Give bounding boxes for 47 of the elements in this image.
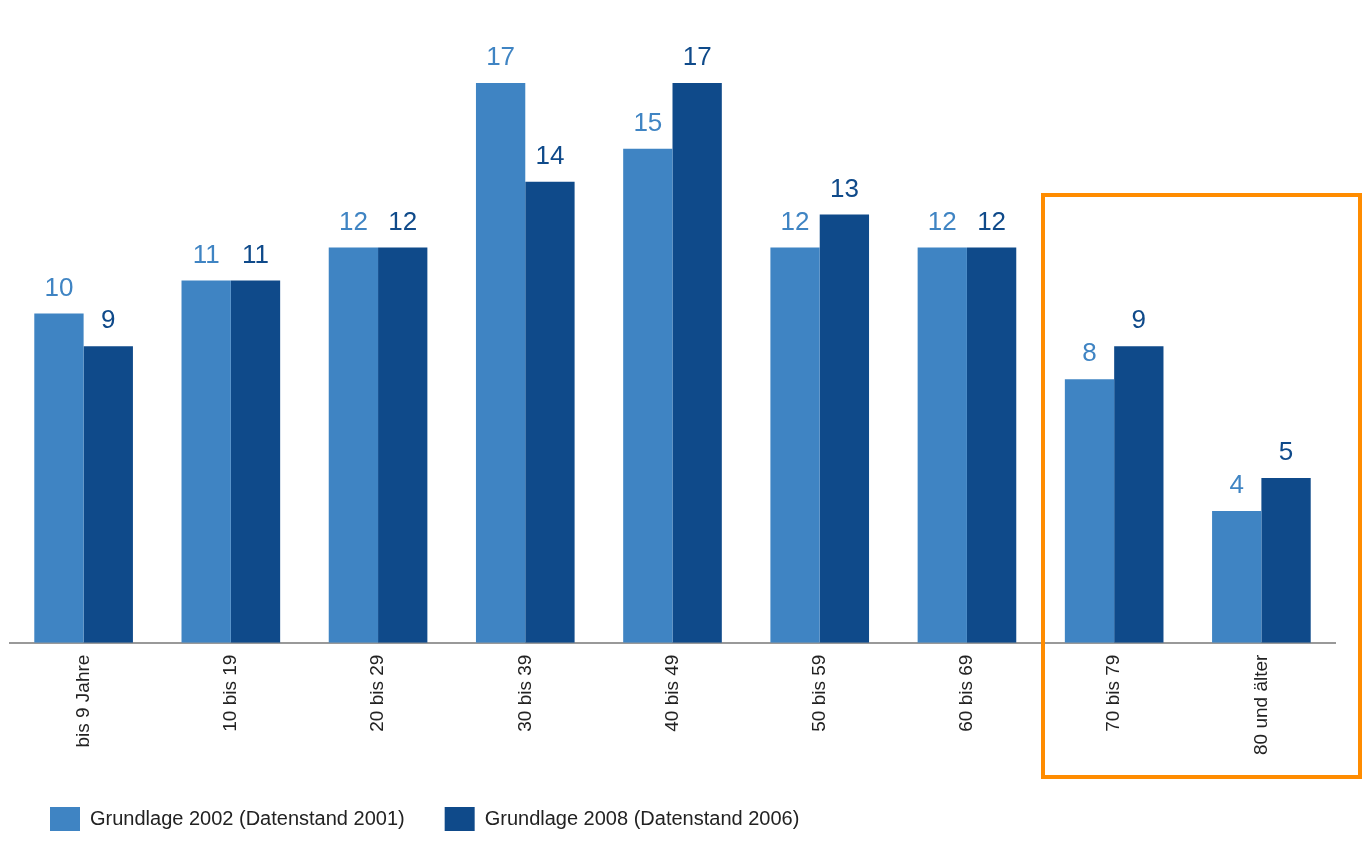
data-label: 12 bbox=[388, 205, 418, 236]
legend-label: Grundlage 2008 (Datenstand 2006) bbox=[484, 806, 800, 829]
x-tick-label: 20 bis 29 bbox=[366, 654, 388, 732]
x-tick-label: 60 bis 69 bbox=[955, 654, 977, 732]
bar bbox=[1261, 478, 1311, 643]
data-label: 15 bbox=[633, 106, 663, 137]
data-label: 5 bbox=[1278, 436, 1294, 467]
data-label: 9 bbox=[1131, 304, 1147, 335]
bar bbox=[525, 181, 575, 643]
bar bbox=[917, 247, 967, 643]
x-tick-label: 80 und älter bbox=[1249, 653, 1271, 756]
data-label: 11 bbox=[241, 238, 269, 269]
bar bbox=[34, 313, 84, 643]
data-label: 4 bbox=[1229, 469, 1244, 500]
bar bbox=[1064, 379, 1115, 643]
data-label: 13 bbox=[829, 172, 859, 203]
bar bbox=[181, 280, 231, 643]
data-label: 9 bbox=[101, 304, 116, 335]
data-label: 17 bbox=[486, 41, 516, 72]
bar bbox=[770, 247, 820, 643]
x-tick-label: 40 bis 49 bbox=[660, 654, 682, 732]
data-label: 8 bbox=[1082, 337, 1097, 368]
bar bbox=[672, 82, 722, 643]
bar bbox=[83, 346, 133, 643]
bar bbox=[230, 280, 281, 643]
bar bbox=[623, 148, 673, 643]
data-label: 12 bbox=[338, 205, 368, 236]
legend-label: Grundlage 2002 (Datenstand 2001) bbox=[90, 806, 405, 829]
x-tick-label: bis 9 Jahre bbox=[71, 654, 93, 748]
bar bbox=[475, 82, 526, 643]
x-tick-label: 30 bis 39 bbox=[513, 654, 535, 732]
bar bbox=[1212, 510, 1262, 643]
data-label: 10 bbox=[44, 271, 74, 302]
data-label: 12 bbox=[927, 205, 957, 236]
data-label: 12 bbox=[977, 205, 1007, 236]
bar bbox=[1114, 346, 1164, 643]
data-label: 11 bbox=[192, 238, 220, 269]
bar bbox=[819, 214, 870, 643]
data-label: 12 bbox=[780, 205, 810, 236]
x-tick-label: 70 bis 79 bbox=[1102, 654, 1124, 732]
x-tick-label: 10 bis 19 bbox=[219, 654, 241, 732]
data-label: 17 bbox=[682, 41, 712, 72]
bar bbox=[966, 247, 1017, 643]
x-tick-label: 50 bis 59 bbox=[807, 654, 829, 732]
data-label: 14 bbox=[535, 139, 565, 170]
bar bbox=[378, 247, 428, 643]
bar bbox=[328, 247, 379, 643]
